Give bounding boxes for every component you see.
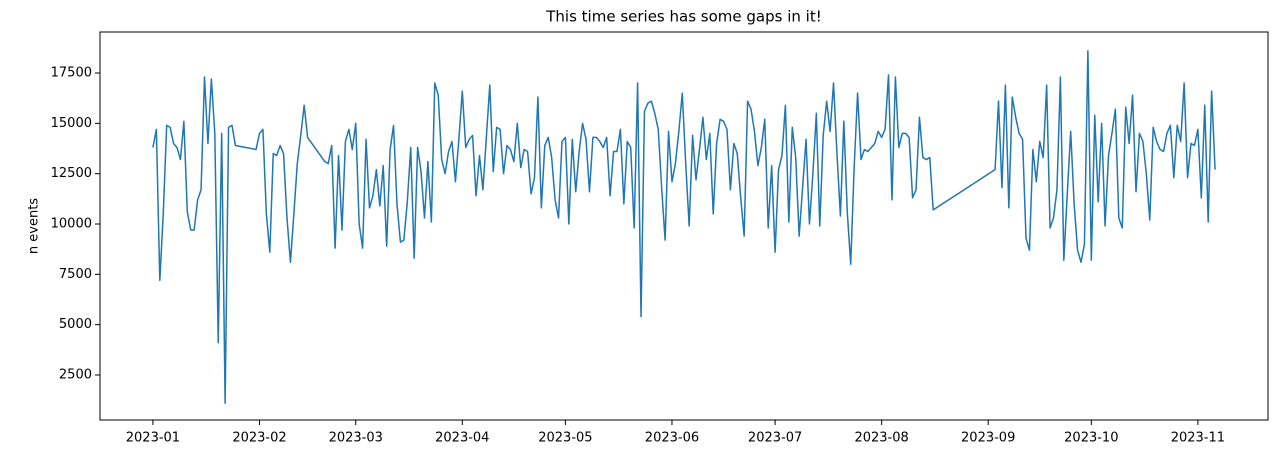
plot-frame <box>99 31 1269 421</box>
data-line <box>152 50 1216 404</box>
x-tick-label: 2023-07 <box>748 431 802 446</box>
y-tick-label: 5000 <box>59 317 92 332</box>
x-tick-label: 2023-10 <box>1064 431 1118 446</box>
y-tick-label: 10000 <box>51 216 92 231</box>
y-tick-label: 7500 <box>59 267 92 282</box>
x-tick-label: 2023-02 <box>232 431 286 446</box>
x-tick-label: 2023-11 <box>1171 431 1225 446</box>
y-tick-label: 17500 <box>51 65 92 80</box>
chart-title: This time series has some gaps in it! <box>545 8 821 26</box>
x-tick-label: 2023-04 <box>435 431 489 446</box>
x-tick-label: 2023-06 <box>645 431 699 446</box>
y-tick-label: 15000 <box>51 116 92 131</box>
x-tick-label: 2023-09 <box>961 431 1015 446</box>
x-tick-label: 2023-08 <box>854 431 908 446</box>
x-tick-label: 2023-03 <box>329 431 383 446</box>
y-tick-label: 12500 <box>51 166 92 181</box>
x-tick-label: 2023-05 <box>538 431 592 446</box>
x-tick-label: 2023-01 <box>126 431 180 446</box>
y-axis-label: n events <box>27 198 42 254</box>
y-tick-label: 2500 <box>59 368 92 383</box>
